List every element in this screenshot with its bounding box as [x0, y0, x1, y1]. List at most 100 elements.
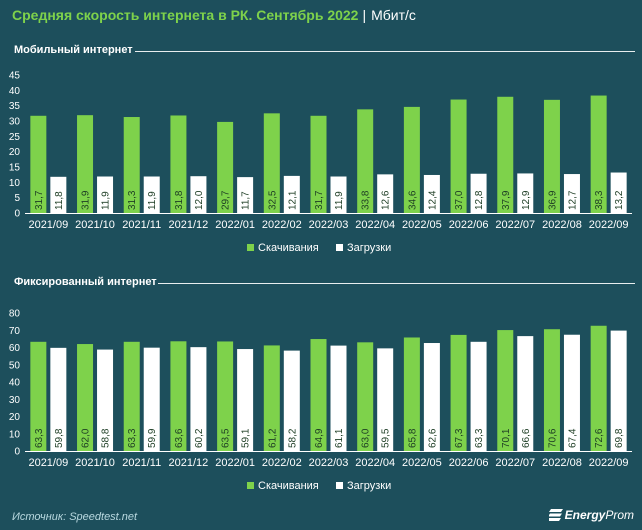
mobile-data-label-upload: 11,9 [147, 191, 158, 210]
fixed-ytick-label: 30 [9, 395, 21, 406]
fixed-ytick-label: 40 [9, 378, 21, 389]
mobile-bar-upload [50, 176, 67, 213]
mobile-category-label: 2022/04 [355, 219, 395, 231]
mobile-data-label-upload: 11,8 [54, 191, 65, 210]
fixed-data-label-download: 63,5 [221, 428, 232, 448]
fixed-data-label-upload: 62,6 [427, 428, 438, 448]
mobile-bar-upload [143, 176, 160, 213]
mobile-category-label: 2021/10 [75, 219, 115, 231]
fixed-category-label: 2022/08 [542, 457, 582, 469]
fixed-ytick-label: 0 [14, 447, 20, 458]
mobile-legend-label-download: Скачивания [258, 242, 319, 254]
fixed-bar-download [450, 334, 467, 451]
fixed-bar-upload [143, 347, 160, 451]
mobile-category-label: 2022/03 [309, 219, 349, 231]
mobile-bar-download [450, 99, 467, 213]
mobile-bar-download [590, 95, 607, 213]
mobile-data-label-download: 31,8 [174, 190, 185, 210]
fixed-category-label: 2022/04 [355, 457, 395, 469]
fixed-category-label: 2022/01 [215, 457, 255, 469]
mobile-ytick-label: 5 [14, 193, 20, 204]
mobile-bar-upload [610, 172, 627, 213]
fixed-data-label-upload: 63,3 [474, 428, 485, 448]
fixed-ytick-label: 50 [9, 360, 21, 371]
fixed-category-label: 2022/07 [495, 457, 535, 469]
mobile-category-label: 2021/12 [169, 219, 209, 231]
fixed-category-label: 2021/12 [169, 457, 209, 469]
mobile-bar-upload [190, 176, 207, 213]
mobile-bar-download [77, 115, 94, 213]
mobile-bar-download [357, 109, 374, 213]
mobile-legend-swatch-download [247, 244, 254, 251]
mobile-data-label-download: 31,3 [127, 190, 138, 210]
mobile-bar-download [543, 99, 560, 213]
title-unit: Мбит/с [371, 7, 416, 23]
fixed-category-label: 2022/09 [589, 457, 629, 469]
fixed-ytick-label: 20 [9, 412, 21, 423]
fixed-data-label-download: 63,3 [34, 428, 45, 448]
source-note: Источник: Speedtest.net [12, 511, 138, 523]
fixed-bar-download [123, 341, 140, 451]
fixed-bar-download [217, 341, 234, 451]
fixed-bar-upload [517, 336, 534, 451]
fixed-bar-download [170, 341, 187, 451]
mobile-data-label-download: 37,9 [501, 190, 512, 210]
mobile-data-label-upload: 12,9 [521, 190, 532, 210]
mobile-data-label-upload: 12,7 [567, 190, 578, 210]
fixed-data-label-download: 62,0 [81, 428, 92, 448]
mobile-category-label: 2022/09 [589, 219, 629, 231]
fixed-data-label-download: 72,6 [594, 428, 605, 448]
fixed-bar-upload [283, 350, 300, 451]
mobile-section-rule [135, 51, 635, 52]
fixed-legend-label-upload: Загрузки [347, 480, 391, 492]
logo-mark-icon [548, 509, 563, 521]
title-main: Средняя скорость интернета в РК. Сентябр… [12, 7, 359, 23]
mobile-section-title: Мобильный интернет [14, 44, 133, 56]
fixed-data-label-upload: 59,8 [54, 428, 65, 448]
fixed-bar-download [263, 345, 280, 451]
fixed-section-title: Фиксированный интернет [14, 276, 157, 288]
mobile-bar-upload [377, 174, 394, 213]
mobile-data-label-upload: 12,4 [427, 190, 438, 210]
mobile-bar-download [123, 117, 140, 213]
mobile-data-label-upload: 12,6 [381, 190, 392, 210]
mobile-bar-upload [470, 173, 487, 213]
fixed-category-label: 2021/09 [28, 457, 68, 469]
mobile-bar-upload [97, 176, 114, 213]
mobile-ytick-label: 40 [9, 86, 21, 97]
fixed-data-label-upload: 59,1 [241, 428, 252, 448]
mobile-ytick-label: 25 [9, 132, 21, 143]
mobile-data-label-upload: 11,9 [334, 191, 345, 210]
mobile-bar-download [263, 113, 280, 213]
fixed-data-label-download: 65,8 [407, 428, 418, 448]
mobile-data-label-download: 29,7 [221, 190, 232, 210]
mobile-ytick-label: 30 [9, 117, 21, 128]
fixed-data-label-download: 63,0 [361, 428, 372, 448]
fixed-bar-upload [423, 343, 440, 451]
mobile-bar-download [217, 121, 234, 213]
fixed-data-label-download: 70,1 [501, 428, 512, 448]
logo-text-bold: Energy [564, 508, 606, 522]
fixed-data-label-upload: 58,8 [101, 428, 112, 448]
fixed-data-label-download: 67,3 [454, 428, 465, 448]
mobile-bar-upload [237, 177, 254, 213]
page-title: Средняя скорость интернета в РК. Сентябр… [12, 7, 416, 23]
fixed-bar-upload [563, 334, 580, 451]
fixed-ytick-label: 80 [9, 309, 21, 320]
mobile-data-label-download: 32,5 [267, 190, 278, 210]
fixed-bar-download [77, 344, 94, 451]
fixed-bar-download [590, 325, 607, 451]
mobile-data-label-download: 38,3 [594, 190, 605, 210]
fixed-category-label: 2022/02 [262, 457, 302, 469]
mobile-bar-download [497, 96, 514, 213]
fixed-data-label-upload: 69,8 [614, 428, 625, 448]
fixed-data-label-upload: 59,9 [147, 428, 158, 448]
mobile-bar-upload [563, 174, 580, 213]
fixed-category-label: 2021/10 [75, 457, 115, 469]
mobile-category-label: 2022/05 [402, 219, 442, 231]
fixed-bar-upload [330, 345, 347, 451]
mobile-data-label-download: 37,0 [454, 190, 465, 210]
fixed-bar-upload [50, 347, 67, 451]
fixed-bar-upload [237, 349, 254, 451]
title-separator: | [362, 7, 367, 23]
